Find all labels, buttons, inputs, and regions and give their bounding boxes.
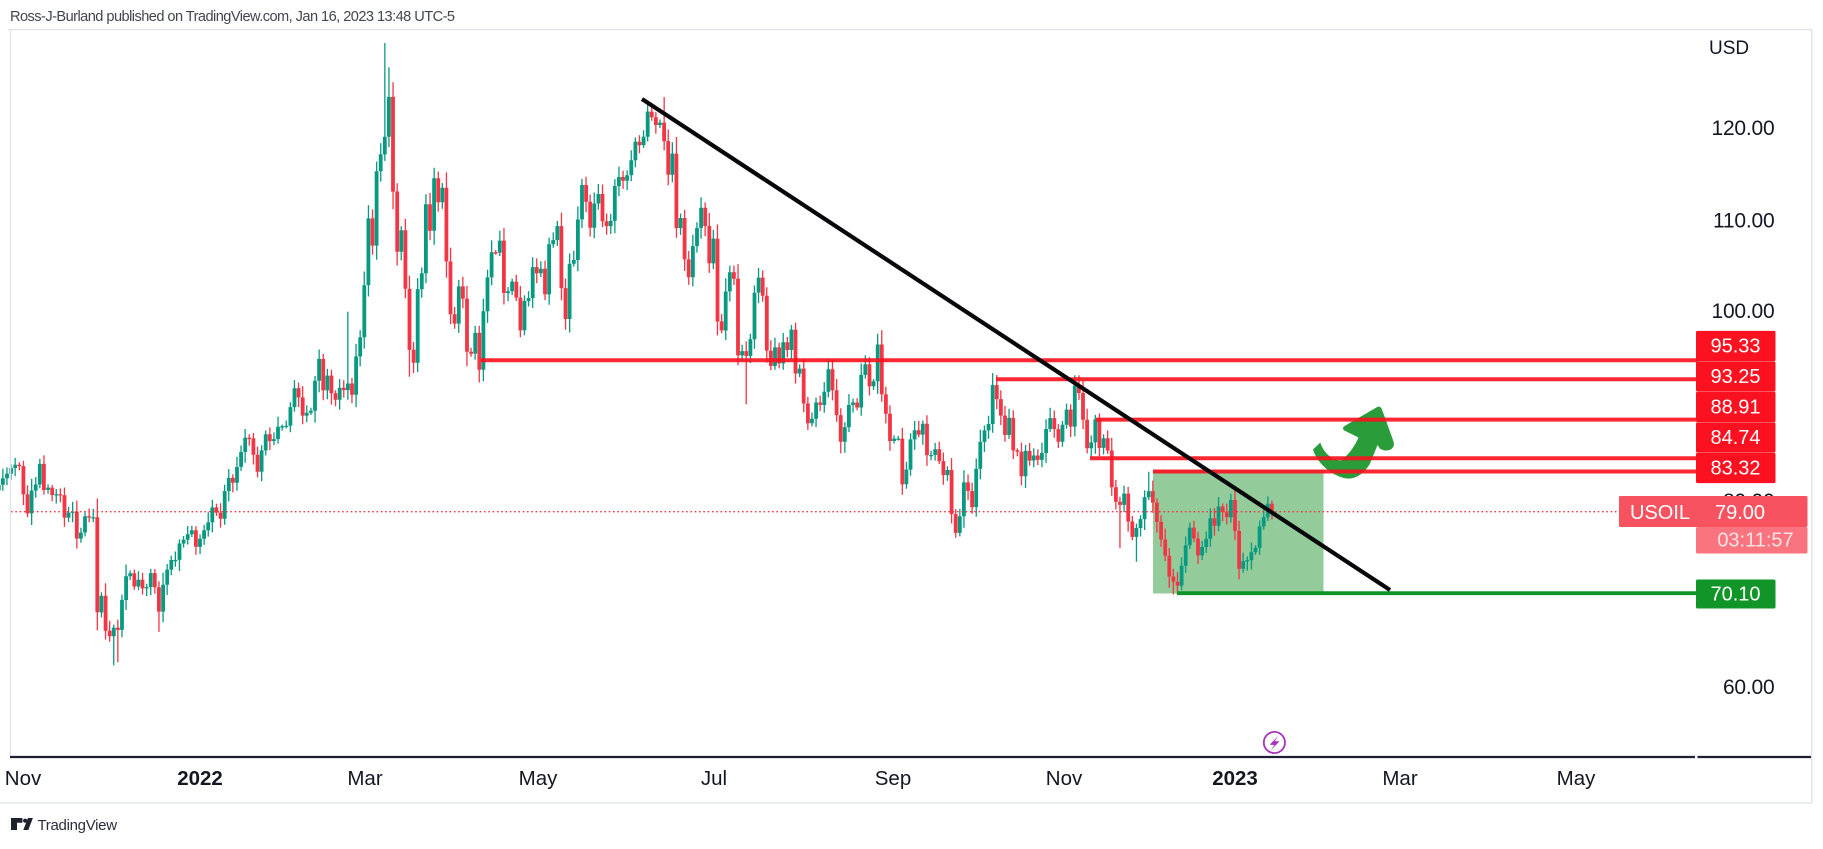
svg-text:2023: 2023 [1212, 767, 1258, 790]
svg-text:May: May [519, 767, 558, 790]
svg-text:May: May [1557, 767, 1596, 790]
svg-text:100.00: 100.00 [1711, 300, 1774, 323]
svg-text:95.33: 95.33 [1710, 336, 1760, 358]
svg-text:Sep: Sep [875, 767, 911, 790]
svg-text:USOIL: USOIL [1630, 502, 1690, 524]
svg-text:Nov: Nov [5, 767, 42, 790]
svg-text:TradingView: TradingView [38, 817, 118, 834]
svg-text:93.25: 93.25 [1710, 366, 1760, 388]
svg-text:USD: USD [1709, 38, 1749, 59]
svg-text:110.00: 110.00 [1713, 210, 1774, 233]
svg-text:03:11:57: 03:11:57 [1717, 530, 1793, 552]
svg-text:120.00: 120.00 [1711, 117, 1774, 140]
svg-text:70.10: 70.10 [1710, 584, 1760, 606]
svg-text:Mar: Mar [347, 767, 382, 790]
svg-text:83.32: 83.32 [1710, 458, 1760, 480]
svg-text:2022: 2022 [177, 767, 223, 790]
svg-text:84.74: 84.74 [1710, 427, 1760, 449]
svg-text:79.00: 79.00 [1715, 502, 1765, 524]
svg-text:88.91: 88.91 [1710, 397, 1760, 419]
svg-text:Jul: Jul [701, 767, 727, 790]
svg-text:Nov: Nov [1046, 767, 1083, 790]
svg-text:Mar: Mar [1382, 767, 1417, 790]
svg-text:Ross-J-Burland published on Tr: Ross-J-Burland published on TradingView.… [10, 9, 455, 25]
svg-text:60.00: 60.00 [1723, 676, 1775, 699]
